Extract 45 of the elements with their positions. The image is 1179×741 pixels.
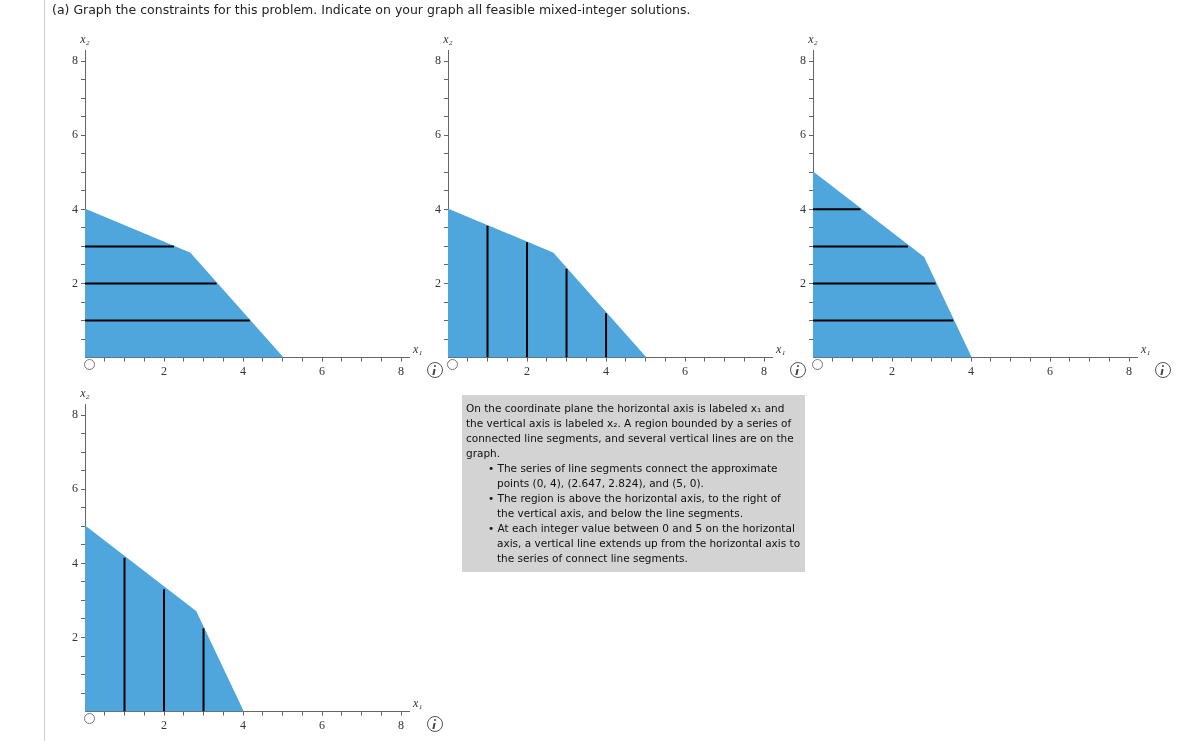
text: On the coordinate plane the horizontal axis is labeled x₁ and the vertical axis is labeled x₂. A region bounded by a series of connected line segments, and several vertical lines are on the graph. bbox=[466, 401, 795, 461]
y-tick-label: 8 bbox=[72, 53, 78, 68]
y-tick-label: 4 bbox=[800, 201, 806, 216]
y-axis-title: x₂ bbox=[807, 32, 818, 47]
y-axis-title: x₂ bbox=[442, 32, 453, 47]
y-tick-label: 8 bbox=[72, 407, 78, 422]
x-tick-label: 8 bbox=[398, 717, 405, 732]
y-axis-title: x₂ bbox=[79, 386, 90, 401]
y-tick-label: 8 bbox=[435, 53, 441, 68]
text: • At each integer value between 0 and 5 on the horizontal axis, a vertical line extends up from the horizontal axis to the series of connect line segments. bbox=[488, 521, 801, 566]
y-tick-label: 2 bbox=[72, 629, 78, 644]
text: • The region is above the horizontal axis, to the right of the vertical axis, and below the line segments. bbox=[488, 491, 782, 521]
x-tick-label: 6 bbox=[1047, 363, 1054, 378]
x-tick-label: 6 bbox=[319, 363, 326, 378]
x-tick-label: 6 bbox=[319, 717, 326, 732]
x-tick-label: 8 bbox=[1126, 363, 1133, 378]
y-tick-label: 6 bbox=[800, 127, 806, 142]
y-tick-label: 6 bbox=[72, 481, 78, 496]
x-tick-label: 8 bbox=[761, 363, 768, 378]
x-axis-title: x₁ bbox=[775, 341, 786, 356]
y-tick-label: 2 bbox=[72, 275, 78, 290]
y-tick-label: 4 bbox=[435, 201, 441, 216]
x-axis-title: x₁ bbox=[1140, 341, 1151, 356]
y-tick-label: 6 bbox=[72, 127, 78, 142]
y-tick-label: 4 bbox=[72, 555, 78, 570]
y-axis-title: x₂ bbox=[79, 32, 90, 47]
text: • The series of line segments connect the approximate points (0, 4), (2.647, 2.824), and (5, 0). bbox=[488, 461, 779, 491]
x-tick-label: 2 bbox=[161, 717, 168, 732]
y-tick-label: 6 bbox=[435, 127, 441, 142]
y-tick-label: 2 bbox=[435, 275, 441, 290]
x-tick-label: 8 bbox=[398, 363, 405, 378]
x-tick-label: 4 bbox=[240, 363, 247, 378]
x-tick-label: 6 bbox=[682, 363, 689, 378]
x-tick-label: 2 bbox=[524, 363, 531, 378]
y-tick-label: 4 bbox=[72, 201, 78, 216]
x-axis-title: x₁ bbox=[412, 695, 423, 710]
x-tick-label: 4 bbox=[603, 363, 610, 378]
y-tick-label: 2 bbox=[800, 275, 806, 290]
x-axis-title: x₁ bbox=[412, 341, 423, 356]
x-tick-label: 2 bbox=[161, 363, 168, 378]
x-tick-label: 2 bbox=[889, 363, 896, 378]
y-tick-label: 8 bbox=[800, 53, 806, 68]
x-tick-label: 4 bbox=[240, 717, 247, 732]
x-tick-label: 4 bbox=[968, 363, 975, 378]
chart-title: (a) Graph the constraints for this problem. Indicate on your graph all feasible mixed-integer solutions. bbox=[52, 2, 691, 17]
